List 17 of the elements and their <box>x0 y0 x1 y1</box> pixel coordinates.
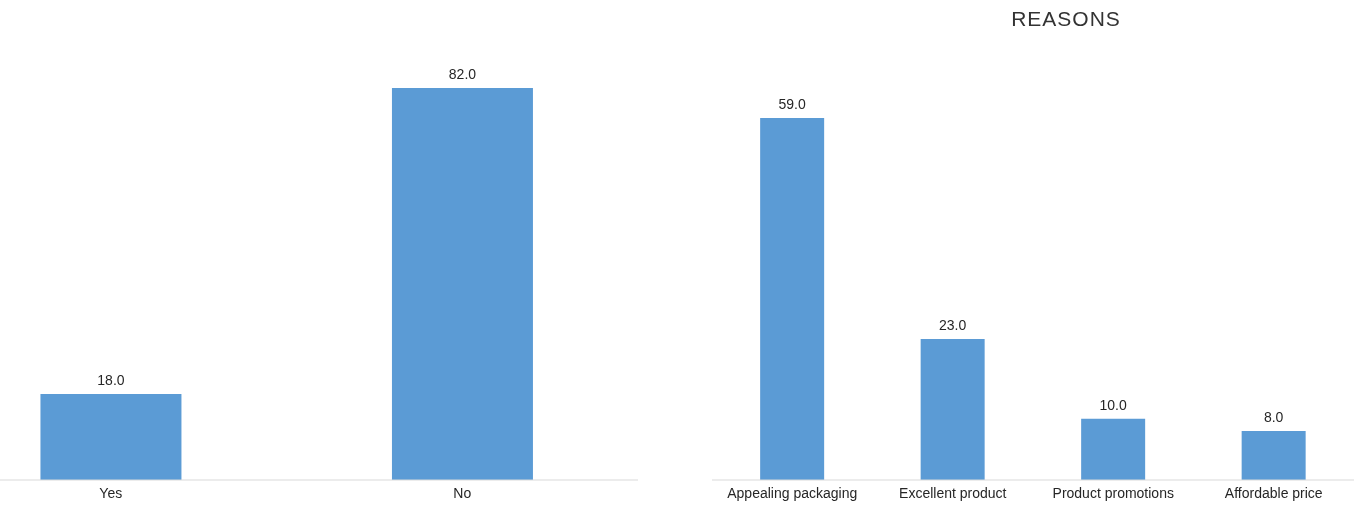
data-label: 82.0 <box>448 66 477 82</box>
data-label: 59.0 <box>778 96 806 112</box>
bar <box>920 338 985 480</box>
data-label: 23.0 <box>939 316 967 333</box>
bar <box>760 118 825 480</box>
x-tick-label: Affordable price <box>1224 484 1323 501</box>
x-tick-label: Excellent product <box>899 484 1007 501</box>
bar <box>1241 430 1306 480</box>
data-label: 10.0 <box>1099 396 1127 413</box>
data-label: 8.0 <box>1263 408 1284 425</box>
x-tick-label: No <box>453 484 472 501</box>
bar <box>1081 418 1146 480</box>
data-label: 18.0 <box>97 371 125 388</box>
x-tick-label: Appealing packaging <box>727 484 858 501</box>
chart-title: REASONS <box>1010 7 1122 31</box>
x-tick-label: Yes <box>99 484 123 501</box>
x-tick-label: Product promotions <box>1052 484 1174 501</box>
